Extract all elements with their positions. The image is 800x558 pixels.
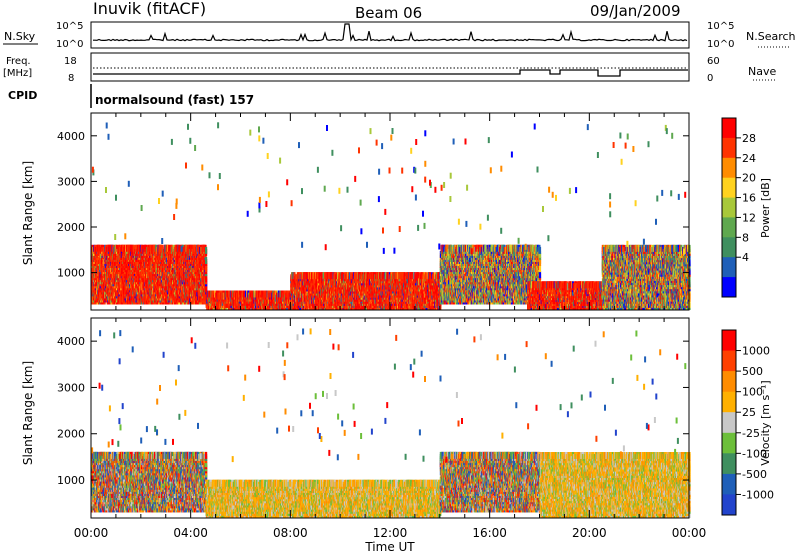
nave-trace bbox=[93, 70, 688, 76]
cpid-label: CPID bbox=[8, 89, 37, 102]
date-title: 09/Jan/2009 bbox=[590, 2, 681, 20]
nsearch-tick-bottom: 10^0 bbox=[707, 39, 734, 50]
nave-label: Nave bbox=[748, 65, 776, 78]
freq-panel bbox=[91, 53, 689, 81]
nsearch-label: N.Search bbox=[746, 30, 796, 43]
freq-label: Freq. bbox=[6, 56, 31, 67]
nsky-tick-top: 10^5 bbox=[56, 21, 83, 32]
nave-tick-bottom: 0 bbox=[707, 73, 713, 84]
nsearch-tick-top: 10^5 bbox=[707, 21, 734, 32]
nsky-label: N.Sky bbox=[4, 30, 36, 43]
freq-tick-bottom: 8 bbox=[68, 73, 74, 84]
nsky-trace bbox=[93, 24, 687, 41]
freq-unit: [MHz] bbox=[3, 68, 32, 79]
power-ylabel: Slant Range [km] bbox=[21, 161, 35, 265]
power-heatmap bbox=[91, 122, 691, 310]
beam-title: Beam 06 bbox=[355, 4, 422, 22]
freq-tick-top: 18 bbox=[64, 56, 77, 67]
nsky-panel bbox=[91, 22, 689, 48]
cpid-value: normalsound (fast) 157 bbox=[95, 93, 254, 107]
heatmap-cell bbox=[205, 247, 207, 254]
station-title: Inuvik (fitACF) bbox=[93, 0, 206, 18]
nsky-tick-bottom: 10^0 bbox=[56, 39, 83, 50]
heatmap-cell bbox=[205, 257, 207, 264]
nave-tick-top: 60 bbox=[707, 56, 720, 67]
